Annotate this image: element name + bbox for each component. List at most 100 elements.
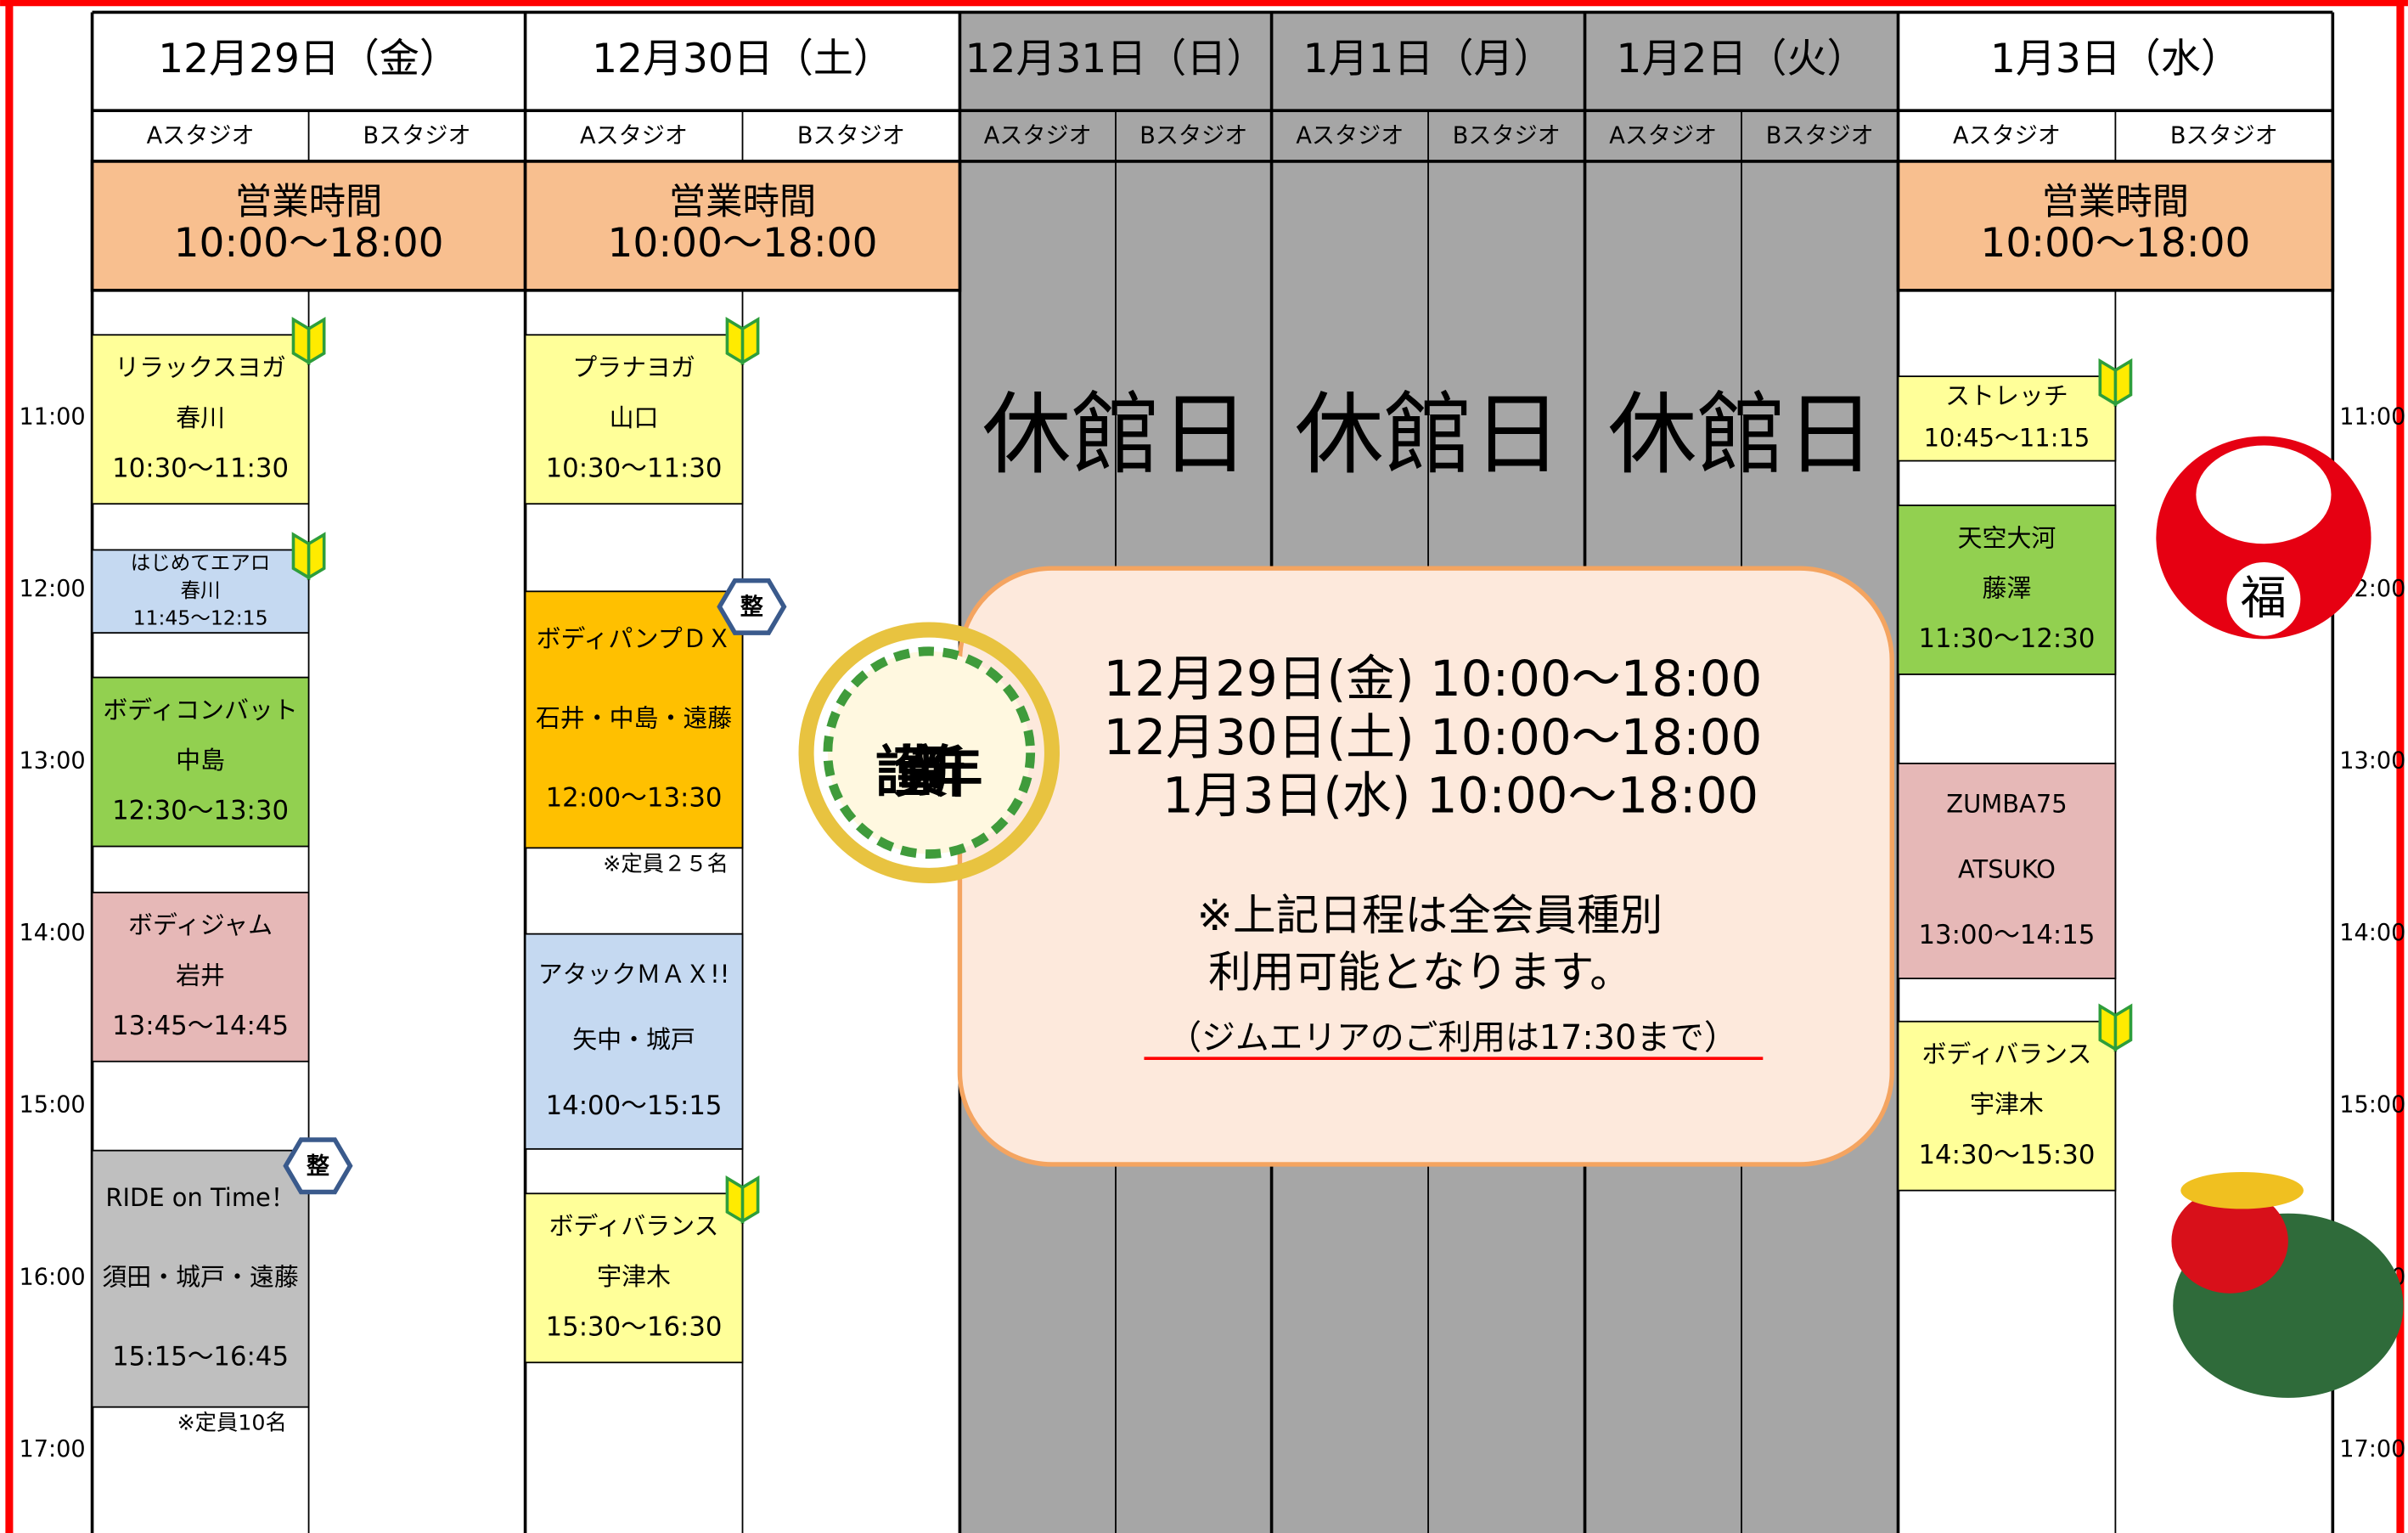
class-time: 11:45〜12:15: [133, 606, 268, 629]
class-title: RIDE on Time！: [105, 1183, 295, 1212]
notice-gym: （ジムエリアのご利用は17:30まで）: [1167, 1018, 1737, 1057]
class-title: ボディバランス: [549, 1212, 719, 1241]
header-cell: [92, 12, 526, 111]
class-instructor: 矢中・城戸: [572, 1025, 695, 1054]
class-block: [91, 676, 310, 848]
beginner-mark: [2098, 358, 2133, 407]
studio-label: Aスタジオ: [580, 122, 688, 149]
class-time: 12:30〜13:30: [112, 796, 289, 826]
hours-label: 営業時間: [2042, 181, 2190, 223]
class-instructor: 春川: [181, 578, 221, 602]
time-label: 15:00: [2339, 1092, 2405, 1119]
day-date: 12月30日（土）: [592, 36, 893, 82]
studio-label: Bスタジオ: [2170, 122, 2278, 149]
closed-label: 休館日: [1608, 383, 1876, 487]
header-cell: [1898, 12, 2333, 111]
class-instructor: 石井・中島・遠藤: [536, 703, 732, 732]
hours-text: 10:00〜18:00: [1980, 220, 2250, 267]
time-label: 17:00: [2339, 1436, 2405, 1463]
day-date: 1月2日（火）: [1617, 36, 1867, 82]
class-time: 10:30〜11:30: [546, 453, 723, 483]
class-block: [524, 933, 744, 1150]
time-label: 16:00: [19, 1264, 85, 1290]
class-title: ボディバランス: [1922, 1040, 2092, 1068]
hours-text: 10:00〜18:00: [608, 220, 878, 267]
studio-label: Bスタジオ: [1139, 122, 1247, 149]
class-instructor: 春川: [176, 403, 225, 432]
day-date: 12月29日（金）: [158, 36, 459, 82]
studio-label: Aスタジオ: [984, 122, 1092, 149]
class-title: ボディパンプＤＸ: [537, 624, 732, 653]
class-title: ZUMBA75: [1946, 789, 2067, 818]
studio-label: Bスタジオ: [363, 122, 471, 149]
class-block: [1897, 762, 2117, 979]
class-title: プラナヨガ: [572, 353, 695, 382]
studio-label: Bスタジオ: [797, 122, 905, 149]
class-instructor: 中島: [176, 746, 225, 775]
hours-text: 10:00〜18:00: [174, 220, 444, 267]
time-label: 11:00: [19, 403, 85, 430]
class-instructor: 岩井: [176, 961, 225, 989]
time-label: 17:00: [19, 1436, 85, 1463]
daruma-text: 福: [2241, 571, 2287, 624]
class-title: はじめてエアロ: [131, 550, 271, 574]
badge-shape: [283, 1137, 353, 1195]
class-block: [91, 891, 310, 1062]
class-note: ※定員２５名: [603, 850, 729, 876]
beginner-mark: [725, 316, 760, 366]
header-cell: [525, 12, 960, 111]
studio-label: Bスタジオ: [1766, 122, 1874, 149]
class-block: [524, 590, 744, 849]
studio-label: Aスタジオ: [147, 122, 255, 149]
notice-line: 12月30日(土) 10:00〜18:00: [1104, 708, 1763, 766]
class-time: 14:30〜15:30: [1919, 1140, 2096, 1170]
class-block: [91, 1149, 310, 1408]
day-date: 1月1日（月）: [1303, 36, 1554, 82]
class-title: 天空大河: [1958, 523, 2056, 552]
class-instructor: ATSUKO: [1958, 854, 2056, 883]
lion-head: [2171, 1188, 2288, 1293]
class-block: [524, 1192, 744, 1364]
time-label: 14:00: [19, 920, 85, 946]
notice-line: 12月29日(金) 10:00〜18:00: [1104, 650, 1763, 707]
badge-shape: [717, 578, 787, 635]
studio-label: Bスタジオ: [1453, 122, 1561, 149]
hours-cell: [523, 160, 962, 292]
wreath-inner: [823, 646, 1036, 859]
class-time: 10:30〜11:30: [112, 453, 289, 483]
header-cell: [959, 12, 1272, 111]
class-title: ボディコンバット: [103, 696, 297, 724]
studio-label: Aスタジオ: [1296, 122, 1404, 149]
class-block: [1897, 1020, 2117, 1192]
badge-text: 整: [740, 595, 763, 621]
class-title: アタックＭＡＸ!!: [538, 960, 730, 989]
class-time: 11:30〜12:30: [1919, 623, 2096, 654]
wreath-text: 謹賀新年: [875, 741, 983, 804]
notice-line: 1月3日(水) 10:00〜18:00: [1162, 767, 1758, 825]
daruma-belly: [2226, 561, 2301, 636]
class-time: 15:15〜16:45: [112, 1342, 289, 1372]
class-block: [524, 334, 744, 505]
daruma-face: [2196, 445, 2332, 544]
class-instructor: 藤澤: [1983, 574, 2032, 603]
beginner-mark: [2098, 1003, 2133, 1052]
time-label: 13:00: [19, 748, 85, 775]
class-block: [91, 549, 310, 634]
class-title: ボディジャム: [128, 910, 273, 939]
hours-label: 営業時間: [669, 181, 817, 223]
studio-label: Aスタジオ: [1609, 122, 1717, 149]
class-note: ※定員10名: [177, 1410, 286, 1435]
class-time: 10:45〜11:15: [1924, 424, 2090, 453]
time-label: 11:00: [2339, 403, 2405, 430]
class-block: [1897, 504, 2117, 675]
class-title: リラックスヨガ: [115, 353, 286, 382]
time-label: 13:00: [2339, 748, 2405, 775]
class-instructor: 須田・城戸・遠藤: [102, 1263, 298, 1292]
lion-mane: [2180, 1171, 2304, 1209]
header-cell: [1584, 12, 1899, 111]
class-time: 13:45〜14:45: [112, 1011, 289, 1041]
class-time: 15:30〜16:30: [546, 1311, 723, 1342]
class-block: [1897, 375, 2117, 462]
